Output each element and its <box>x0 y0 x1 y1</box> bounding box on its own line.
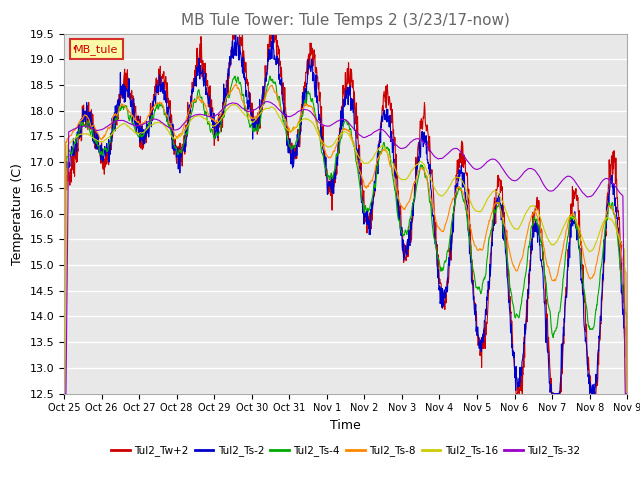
Tul2_Tw+2 <box>512 391 520 396</box>
Tul2_Ts-4 <box>248 124 256 130</box>
Tul2_Ts-8 <box>186 108 193 113</box>
Tul2_Ts-8 <box>249 115 257 121</box>
Tul2_Ts-2 <box>172 147 179 153</box>
Line: Tul2_Tw+2: Tul2_Tw+2 <box>64 18 627 394</box>
Tul2_Tw+2 <box>172 145 179 151</box>
Tul2_Ts-2 <box>557 366 565 372</box>
Tul2_Tw+2 <box>186 105 193 110</box>
Tul2_Ts-32 <box>264 99 271 105</box>
Tul2_Ts-2 <box>60 179 68 184</box>
Title: MB Tule Tower: Tule Temps 2 (3/23/17-now): MB Tule Tower: Tule Temps 2 (3/23/17-now… <box>181 13 510 28</box>
Tul2_Ts-16 <box>507 220 515 226</box>
Tul2_Ts-8 <box>557 257 564 263</box>
Tul2_Ts-2 <box>249 136 257 142</box>
Tul2_Ts-4 <box>186 119 193 124</box>
Tul2_Ts-2 <box>186 102 193 108</box>
Tul2_Ts-2 <box>232 27 239 33</box>
Tul2_Tw+2 <box>557 389 565 395</box>
Tul2_Ts-2 <box>433 264 441 269</box>
Tul2_Ts-4 <box>507 290 515 296</box>
Tul2_Ts-16 <box>623 391 631 396</box>
Tul2_Ts-16 <box>172 136 179 142</box>
Tul2_Ts-8 <box>172 133 179 139</box>
Tul2_Ts-16 <box>433 190 441 196</box>
Tul2_Ts-4 <box>433 253 441 259</box>
Line: Tul2_Ts-32: Tul2_Ts-32 <box>64 102 627 394</box>
Tul2_Ts-16 <box>249 120 257 125</box>
Tul2_Tw+2 <box>433 254 441 260</box>
Tul2_Ts-4 <box>623 391 631 396</box>
Tul2_Ts-32 <box>433 156 441 161</box>
Tul2_Ts-32 <box>186 115 193 120</box>
Legend: Tul2_Tw+2, Tul2_Ts-2, Tul2_Ts-4, Tul2_Ts-8, Tul2_Ts-16, Tul2_Ts-32: Tul2_Tw+2, Tul2_Ts-2, Tul2_Ts-4, Tul2_Ts… <box>107 441 584 460</box>
Tul2_Ts-32 <box>507 177 515 182</box>
Tul2_Ts-8 <box>60 391 68 396</box>
Tul2_Ts-4 <box>266 73 274 79</box>
Tul2_Ts-32 <box>557 180 564 186</box>
Line: Tul2_Ts-4: Tul2_Ts-4 <box>64 76 627 394</box>
Tul2_Ts-32 <box>623 391 631 396</box>
Tul2_Ts-8 <box>507 255 515 261</box>
Tul2_Ts-16 <box>230 102 237 108</box>
Tul2_Tw+2 <box>623 364 631 370</box>
Tul2_Tw+2 <box>249 114 257 120</box>
Line: Tul2_Ts-16: Tul2_Ts-16 <box>64 105 627 394</box>
Tul2_Ts-2 <box>548 391 556 396</box>
Tul2_Tw+2 <box>60 157 68 163</box>
Tul2_Ts-32 <box>248 108 256 114</box>
Tul2_Ts-8 <box>232 81 239 87</box>
Tul2_Ts-8 <box>433 223 441 229</box>
Tul2_Ts-4 <box>172 145 179 151</box>
Tul2_Ts-2 <box>507 321 515 327</box>
Tul2_Ts-8 <box>623 391 631 396</box>
Line: Tul2_Ts-2: Tul2_Ts-2 <box>64 30 627 394</box>
Tul2_Ts-2 <box>623 360 631 365</box>
Tul2_Tw+2 <box>233 15 241 21</box>
Tul2_Ts-16 <box>557 231 564 237</box>
Tul2_Tw+2 <box>507 309 515 315</box>
Tul2_Ts-4 <box>557 302 564 308</box>
Line: Tul2_Ts-8: Tul2_Ts-8 <box>64 84 627 394</box>
Tul2_Ts-16 <box>186 120 193 126</box>
Tul2_Ts-4 <box>60 391 68 396</box>
Tul2_Ts-32 <box>60 391 68 396</box>
Y-axis label: Temperature (C): Temperature (C) <box>11 163 24 264</box>
Tul2_Ts-16 <box>60 391 68 396</box>
Tul2_Ts-32 <box>172 127 179 133</box>
X-axis label: Time: Time <box>330 419 361 432</box>
